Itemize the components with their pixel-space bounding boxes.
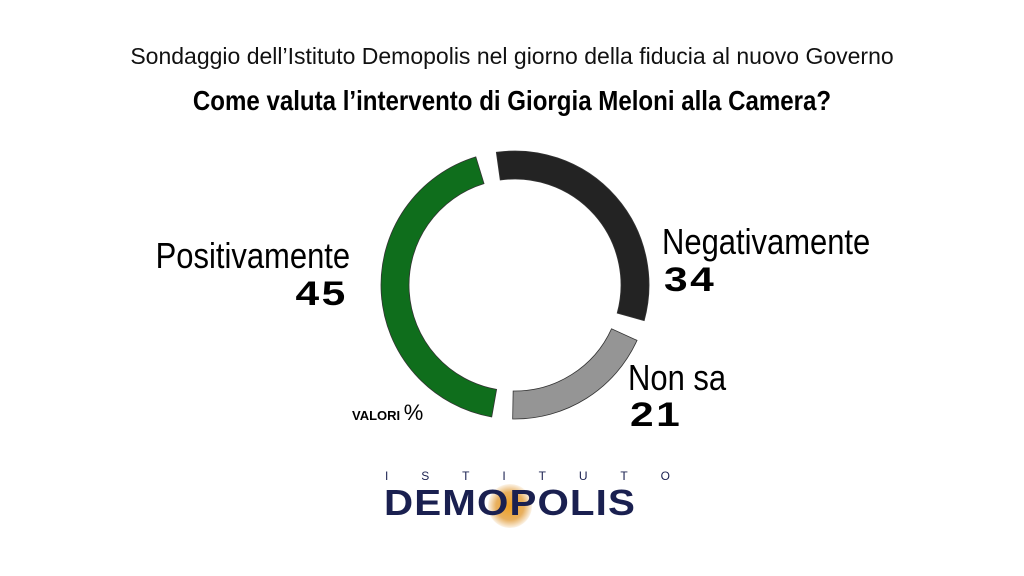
logo-letter: U xyxy=(578,469,588,483)
label-positivamente: Positivamente xyxy=(155,235,350,276)
donut-slice-non-sa xyxy=(512,328,638,420)
label-negativamente: Negativamente xyxy=(662,221,871,262)
logo-letter: T xyxy=(538,469,546,483)
logo-demopolis: DEMOPOLIS xyxy=(384,482,637,523)
subtitle: Sondaggio dell’Istituto Demopolis nel gi… xyxy=(130,43,894,69)
units-note: VALORI % xyxy=(352,400,423,426)
logo-istituto: I S T I T U T O xyxy=(385,470,670,482)
label-non-sa: Non sa xyxy=(628,357,727,398)
logo-letter: I xyxy=(385,469,389,483)
value-positivamente: 45 xyxy=(295,275,348,313)
value-non-sa: 21 xyxy=(630,396,683,434)
logo-letter: T xyxy=(462,469,470,483)
value-negativamente: 34 xyxy=(664,261,717,299)
logo-letter: T xyxy=(620,469,628,483)
logo-letter: S xyxy=(421,469,430,483)
donut-slice-positivamente xyxy=(380,156,498,418)
logo-letter: I xyxy=(502,469,506,483)
units-symbol: % xyxy=(403,400,424,425)
logo-glow xyxy=(488,484,532,528)
units-label: VALORI xyxy=(352,408,401,423)
logo-letter: O xyxy=(660,469,670,483)
donut-slice-negativamente xyxy=(495,150,650,322)
chart-title: Come valuta l’intervento di Giorgia Melo… xyxy=(192,85,832,116)
